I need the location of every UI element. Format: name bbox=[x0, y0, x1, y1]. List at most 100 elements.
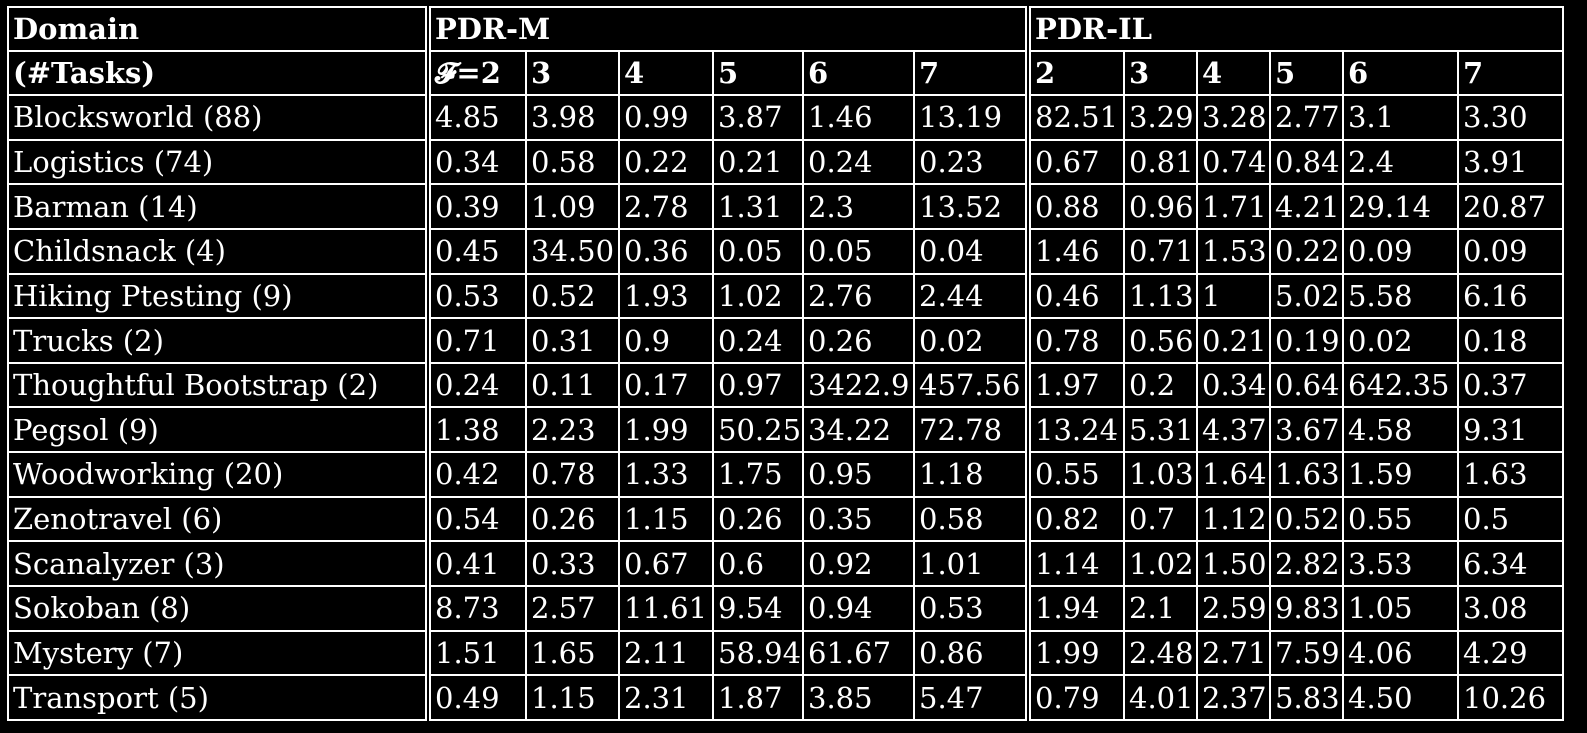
table-row: Logistics (74) 0.34 0.58 0.22 0.21 0.24 0.23 0.… bbox=[7, 138, 1565, 186]
pdr-il-cell: 0.55 bbox=[1342, 495, 1460, 543]
pdr-il-cell: 1.46 bbox=[1027, 227, 1126, 275]
col-header-pdr-m-1: 3 bbox=[525, 50, 620, 96]
pdr-il-cell: 0.79 bbox=[1027, 674, 1126, 721]
pdr-m-cell: 1.31 bbox=[712, 183, 804, 230]
pdr-il-cell: 0.88 bbox=[1027, 183, 1126, 230]
pdr-il-cell: 1.94 bbox=[1027, 585, 1126, 632]
pdr-il-cell: 0.34 bbox=[1196, 361, 1272, 409]
pdr-il-cell: 2.1 bbox=[1123, 585, 1199, 632]
pdr-il-cell: 0.56 bbox=[1123, 317, 1199, 364]
pdr-il-cell: 1.50 bbox=[1196, 540, 1272, 588]
pdr-m-cell: 11.61 bbox=[618, 585, 714, 632]
pdr-il-cell: 1.59 bbox=[1342, 451, 1460, 498]
pdr-m-cell: 2.11 bbox=[618, 629, 714, 677]
pdr-m-cell: 9.54 bbox=[712, 585, 804, 632]
pdr-il-cell: 2.37 bbox=[1196, 674, 1272, 721]
pdr-m-cell: 1.51 bbox=[427, 629, 527, 677]
pdr-il-cell: 0.2 bbox=[1123, 361, 1199, 409]
pdr-il-cell: 1.53 bbox=[1196, 227, 1272, 275]
table-row: Thoughtful Bootstrap (2) 0.24 0.11 0.17 0.97… bbox=[7, 361, 1565, 409]
pdr-m-cell: 0.11 bbox=[525, 361, 620, 409]
pdr-m-cell: 0.34 bbox=[427, 138, 527, 186]
pdr-m-cell: 0.45 bbox=[427, 227, 527, 275]
pdr-il-cell: 2.71 bbox=[1196, 629, 1272, 677]
pdr-il-cell: 9.83 bbox=[1269, 585, 1345, 632]
pdr-il-cell: 3.91 bbox=[1457, 138, 1565, 186]
pdr-il-cell: 0.71 bbox=[1123, 227, 1199, 275]
pdr-m-cell: 1.65 bbox=[525, 629, 620, 677]
domain-cell: Trucks (2) bbox=[7, 317, 431, 364]
pdr-m-cell: 0.53 bbox=[912, 585, 1032, 632]
pdr-il-cell: 0.09 bbox=[1342, 227, 1460, 275]
pdr-il-cell: 1.99 bbox=[1027, 629, 1126, 677]
pdr-m-cell: 0.78 bbox=[525, 451, 620, 498]
pdr-m-cell: 2.78 bbox=[618, 183, 714, 230]
pdr-il-cell: 20.87 bbox=[1457, 183, 1565, 230]
pdr-m-cell: 1.01 bbox=[912, 540, 1032, 588]
pdr-m-cell: 1.87 bbox=[712, 674, 804, 721]
header-row-1: Domain PDR-M PDR-IL bbox=[7, 6, 1565, 52]
pdr-il-cell: 3.30 bbox=[1457, 94, 1565, 141]
pdr-m-cell: 0.36 bbox=[618, 227, 714, 275]
pdr-il-cell: 3.53 bbox=[1342, 540, 1460, 588]
domain-cell: Childsnack (4) bbox=[7, 227, 431, 275]
pdr-il-cell: 2.48 bbox=[1123, 629, 1199, 677]
domain-cell: Sokoban (8) bbox=[7, 585, 431, 632]
pdr-m-cell: 0.94 bbox=[802, 585, 915, 632]
pdr-il-cell: 0.78 bbox=[1027, 317, 1126, 364]
domain-header: Domain bbox=[7, 6, 431, 52]
domain-cell: Thoughtful Bootstrap (2) bbox=[7, 361, 431, 409]
pdr-m-cell: 0.35 bbox=[802, 495, 915, 543]
pdr-il-cell: 13.24 bbox=[1027, 406, 1126, 454]
pdr-il-cell: 2.59 bbox=[1196, 585, 1272, 632]
pdr-m-cell: 0.04 bbox=[912, 227, 1032, 275]
pdr-m-cell: 0.26 bbox=[525, 495, 620, 543]
pdr-il-cell: 0.09 bbox=[1457, 227, 1565, 275]
pdr-m-cell: 34.22 bbox=[802, 406, 915, 454]
table-row: Mystery (7) 1.51 1.65 2.11 58.94 61.67 0.86 1.9… bbox=[7, 629, 1565, 677]
pdr-m-cell: 1.18 bbox=[912, 451, 1032, 498]
pdr-m-cell: 61.67 bbox=[802, 629, 915, 677]
pdr-il-cell: 3.1 bbox=[1342, 94, 1460, 141]
pdr-m-cell: 0.58 bbox=[525, 138, 620, 186]
pdr-m-cell: 0.26 bbox=[802, 317, 915, 364]
pdr-m-cell: 0.92 bbox=[802, 540, 915, 588]
pdr-m-cell: 2.3 bbox=[802, 183, 915, 230]
pdr-m-cell: 3.85 bbox=[802, 674, 915, 721]
pdr-m-cell: 0.39 bbox=[427, 183, 527, 230]
pdr-m-cell: 0.49 bbox=[427, 674, 527, 721]
pdr-m-cell: 0.6 bbox=[712, 540, 804, 588]
domain-cell: Pegsol (9) bbox=[7, 406, 431, 454]
pdr-m-cell: 0.52 bbox=[525, 272, 620, 320]
pdr-il-cell: 29.14 bbox=[1342, 183, 1460, 230]
pdr-m-cell: 72.78 bbox=[912, 406, 1032, 454]
col-header-pdr-m-5: 7 bbox=[912, 50, 1032, 96]
pdr-il-cell: 82.51 bbox=[1027, 94, 1126, 141]
pdr-il-cell: 4.01 bbox=[1123, 674, 1199, 721]
pdr-m-cell: 0.54 bbox=[427, 495, 527, 543]
pdr-il-cell: 5.83 bbox=[1269, 674, 1345, 721]
pdr-m-cell: 0.24 bbox=[802, 138, 915, 186]
pdr-m-cell: 5.47 bbox=[912, 674, 1032, 721]
pdr-il-cell: 1.02 bbox=[1123, 540, 1199, 588]
pdr-il-cell: 4.29 bbox=[1457, 629, 1565, 677]
pdr-il-cell: 2.4 bbox=[1342, 138, 1460, 186]
pdr-m-cell: 0.05 bbox=[712, 227, 804, 275]
pdr-il-cell: 0.18 bbox=[1457, 317, 1565, 364]
pdr-il-cell: 0.84 bbox=[1269, 138, 1345, 186]
col-header-pdr-il-5: 7 bbox=[1457, 50, 1565, 96]
pdr-m-cell: 0.21 bbox=[712, 138, 804, 186]
table-row: Sokoban (8) 8.73 2.57 11.61 9.54 0.94 0.53 1.94… bbox=[7, 585, 1565, 632]
pdr-m-cell: 2.44 bbox=[912, 272, 1032, 320]
pdr-il-cell: 642.35 bbox=[1342, 361, 1460, 409]
pdr-il-cell: 3.08 bbox=[1457, 585, 1565, 632]
tasks-header: (#Tasks) bbox=[7, 50, 431, 96]
pdr-m-cell: 0.53 bbox=[427, 272, 527, 320]
pdr-il-cell: 2.77 bbox=[1269, 94, 1345, 141]
pdr-il-cell: 1.71 bbox=[1196, 183, 1272, 230]
pdr-il-cell: 1.97 bbox=[1027, 361, 1126, 409]
pdr-il-cell: 1.63 bbox=[1457, 451, 1565, 498]
pdr-m-cell: 0.99 bbox=[618, 94, 714, 141]
pdr-il-cell: 0.82 bbox=[1027, 495, 1126, 543]
col-header-pdr-m-4: 6 bbox=[802, 50, 915, 96]
